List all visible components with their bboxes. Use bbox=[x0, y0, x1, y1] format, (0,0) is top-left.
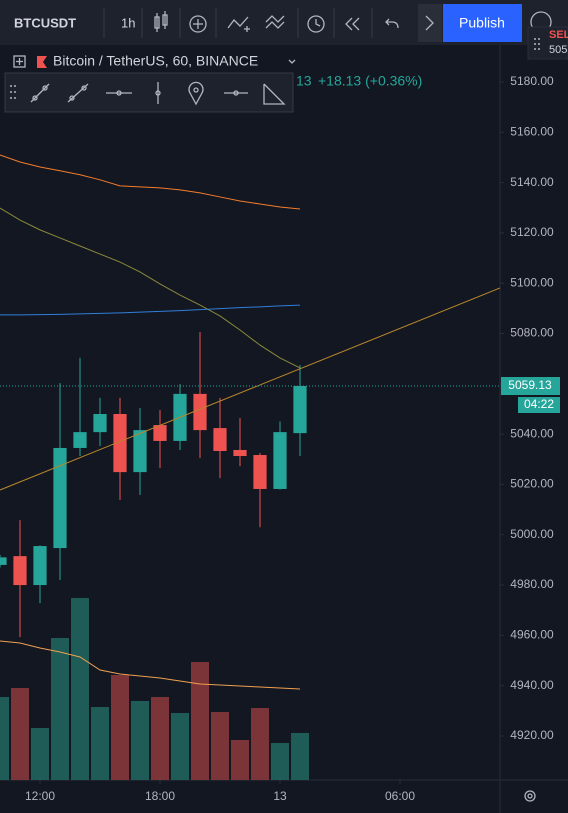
horizontal-ray-tool[interactable] bbox=[106, 90, 132, 96]
replay-icon[interactable] bbox=[345, 17, 360, 31]
volume-bar bbox=[11, 688, 29, 780]
candle-body bbox=[73, 432, 87, 448]
candle-body bbox=[293, 386, 307, 434]
candle-body bbox=[233, 449, 247, 457]
y-tick-label: 5180.00 bbox=[510, 74, 554, 88]
drawing-toolbar bbox=[4, 72, 294, 113]
moving-average bbox=[0, 207, 301, 369]
marker-tool[interactable] bbox=[188, 81, 204, 106]
last-price-label: 5059.13 bbox=[508, 378, 552, 392]
sell-badge[interactable] bbox=[527, 26, 568, 60]
ray-tool[interactable] bbox=[30, 83, 50, 103]
expand-icon bbox=[425, 15, 434, 31]
y-tick-label: 5160.00 bbox=[510, 124, 554, 138]
candle-body bbox=[53, 447, 67, 549]
candle-body bbox=[33, 546, 47, 586]
y-tick-label: 5020.00 bbox=[510, 477, 554, 491]
moving-average bbox=[0, 640, 301, 690]
volume-bar bbox=[191, 662, 209, 780]
last-price-tag bbox=[501, 377, 560, 396]
volume-bar bbox=[231, 740, 249, 780]
candle-body bbox=[113, 414, 127, 473]
sell-label: SEL bbox=[549, 29, 568, 41]
candle-body bbox=[213, 428, 227, 451]
volume-bar bbox=[251, 708, 269, 780]
exchange-logo bbox=[37, 56, 47, 68]
candle-body bbox=[153, 425, 167, 441]
y-tick-label: 4940.00 bbox=[510, 678, 554, 692]
candle-body bbox=[0, 557, 7, 565]
volume-bar bbox=[71, 598, 89, 780]
moving-average bbox=[0, 154, 301, 210]
x-tick-label: 06:00 bbox=[385, 789, 415, 803]
templates-icon[interactable] bbox=[265, 15, 285, 29]
trend-tool[interactable] bbox=[67, 83, 89, 103]
trend-line bbox=[0, 287, 500, 491]
legend-title[interactable]: Bitcoin / TetherUS, 60, BINANCE bbox=[53, 53, 258, 69]
volume-bar bbox=[111, 675, 129, 780]
legend-change: +18.13 (+0.36%) bbox=[318, 73, 422, 89]
y-tick-label: 5000.00 bbox=[510, 527, 554, 541]
publish-label: Publish bbox=[459, 15, 505, 31]
x-tick-label: 12:00 bbox=[25, 789, 55, 803]
dropdown-icon[interactable] bbox=[288, 59, 296, 64]
volume-bar bbox=[271, 743, 289, 780]
candle-body bbox=[93, 414, 107, 433]
pattern-tool[interactable] bbox=[263, 83, 286, 105]
publish-button[interactable] bbox=[443, 4, 522, 42]
symbol[interactable]: BTCUSDT bbox=[14, 15, 76, 30]
countdown-label: 04:22 bbox=[524, 397, 554, 411]
candle-body bbox=[253, 455, 267, 489]
candle-body bbox=[273, 432, 287, 489]
y-tick-label: 5080.00 bbox=[510, 326, 554, 340]
volume-bar bbox=[91, 707, 109, 780]
alert-icon[interactable] bbox=[307, 15, 325, 33]
horizontal-line-tool[interactable] bbox=[224, 90, 248, 96]
y-tick-label: 4920.00 bbox=[510, 728, 554, 742]
x-tick-label: 18:00 bbox=[145, 789, 175, 803]
candle-body bbox=[13, 556, 27, 586]
volume-bar bbox=[51, 638, 69, 780]
compare-icon[interactable] bbox=[189, 15, 207, 33]
drag-handle bbox=[534, 38, 540, 50]
candle-body bbox=[133, 430, 147, 473]
indicators-icon[interactable] bbox=[227, 16, 250, 32]
volume-bar bbox=[291, 733, 309, 780]
sell-price: 505 bbox=[549, 44, 567, 56]
collapse-icon[interactable] bbox=[13, 55, 26, 68]
volume-bar bbox=[131, 701, 149, 780]
volume-bar bbox=[211, 712, 229, 780]
countdown-tag bbox=[518, 397, 560, 414]
x-tick-label: 13 bbox=[273, 789, 287, 803]
expand-button[interactable] bbox=[418, 4, 442, 42]
interval[interactable]: 1h bbox=[121, 15, 135, 30]
legend-close: 13 bbox=[296, 73, 312, 89]
volume-bar bbox=[31, 728, 49, 780]
y-tick-label: 4980.00 bbox=[510, 577, 554, 591]
vertical-line-tool[interactable] bbox=[155, 82, 161, 104]
moving-average bbox=[0, 304, 301, 316]
volume-bar bbox=[171, 713, 189, 780]
y-tick-label: 5140.00 bbox=[510, 175, 554, 189]
settings-icon[interactable] bbox=[524, 790, 536, 802]
volume-bar bbox=[151, 697, 169, 780]
candle-type-icon[interactable] bbox=[154, 11, 168, 32]
volume-bar bbox=[0, 697, 9, 780]
y-tick-label: 5040.00 bbox=[510, 426, 554, 440]
plot-area bbox=[0, 154, 500, 780]
candle-body bbox=[193, 393, 207, 431]
drawing-toolbar-grip bbox=[10, 85, 16, 99]
undo-icon[interactable] bbox=[385, 18, 399, 29]
y-tick-label: 4960.00 bbox=[510, 628, 554, 642]
y-tick-label: 5120.00 bbox=[510, 225, 554, 239]
y-tick-label: 5100.00 bbox=[510, 275, 554, 289]
